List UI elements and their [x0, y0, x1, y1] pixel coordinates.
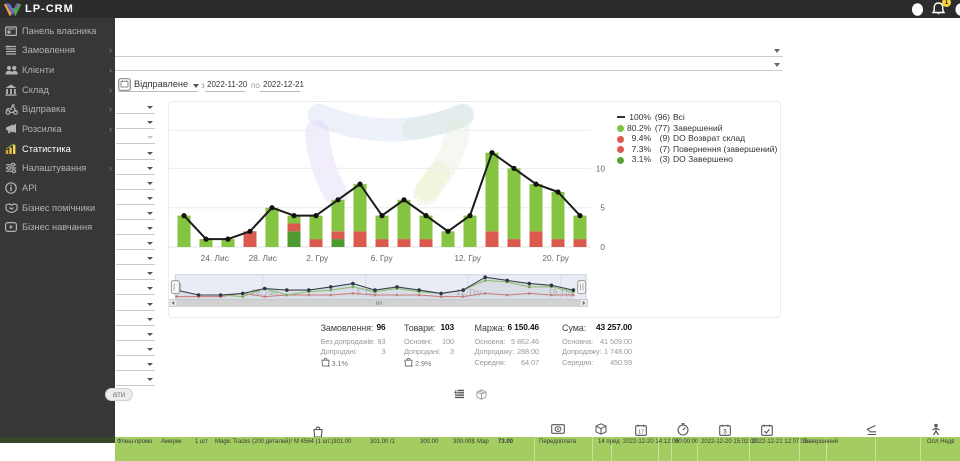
svg-text:5: 5	[601, 203, 606, 213]
svg-text:28. Лис: 28. Лис	[249, 253, 277, 263]
svg-text:x: x	[411, 363, 413, 367]
svg-text:0: 0	[601, 242, 606, 252]
svg-text:$: $	[723, 430, 727, 436]
svg-text:10: 10	[596, 163, 606, 173]
svg-text:12. Гру: 12. Гру	[455, 253, 482, 263]
svg-text:2. Гру: 2. Гру	[307, 253, 330, 263]
svg-text:24. Лис: 24. Лис	[201, 253, 229, 263]
svg-text:17: 17	[638, 430, 644, 436]
svg-text:x: x	[328, 363, 330, 367]
svg-text:20. Гру: 20. Гру	[543, 253, 570, 263]
svg-text:6. Гру: 6. Гру	[371, 253, 394, 263]
